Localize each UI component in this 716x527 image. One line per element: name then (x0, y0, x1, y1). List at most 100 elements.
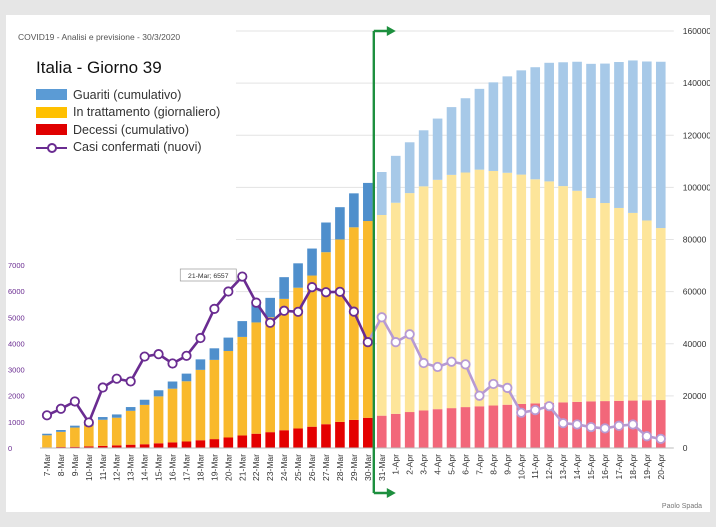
chart-panel: 0 20000 40000 60000 80000 100000 120000 140000 1… (6, 15, 710, 512)
recovered-bar (279, 277, 289, 299)
recovered-bar (349, 193, 359, 228)
cases-point (97, 382, 108, 393)
cases-point (474, 390, 485, 401)
treatment-bar (125, 410, 136, 445)
recovered-bar (70, 425, 80, 428)
right-axis-tick-label: 100000 (683, 182, 710, 192)
treatment-bar (586, 198, 596, 402)
cases-point (558, 418, 569, 429)
cases-point (167, 358, 178, 369)
recovered-bar (321, 222, 331, 253)
legend-item-treatment: In trattamento (giornaliero) (36, 104, 220, 122)
recovered-bar (404, 142, 415, 194)
x-tick-label: 16-Mar (168, 454, 178, 481)
legend-swatch-cases (36, 142, 67, 153)
treatment-bar (181, 381, 192, 442)
treatment-bar (628, 212, 638, 401)
x-tick-label: 8-Apr (488, 454, 498, 475)
recovered-bar (516, 70, 527, 175)
x-tick-label: 29-Mar (349, 454, 359, 481)
deaths-bar (293, 428, 303, 448)
recovered-bar (390, 155, 401, 203)
x-tick-label: 9-Apr (502, 454, 512, 475)
cases-point (655, 433, 666, 444)
cases-point (41, 410, 53, 421)
recovered-bar (642, 61, 652, 221)
legend-item-cases: Casi confermati (nuovi) (36, 139, 220, 157)
treatment-bar (97, 419, 108, 446)
left-axis-tick-label: 7000 (8, 261, 25, 270)
x-tick-label: 14-Mar (140, 454, 150, 481)
cases-point (265, 317, 276, 328)
recovered-bar (42, 433, 52, 436)
x-tick-label: 7-Mar (42, 454, 52, 476)
x-tick-label: 15-Apr (586, 454, 596, 480)
x-tick-label: 17-Apr (614, 454, 624, 480)
treatment-bar (558, 186, 568, 403)
deaths-bar (279, 430, 289, 448)
treatment-bar (600, 203, 610, 402)
deaths-bar (390, 413, 401, 448)
treatment-bar (237, 336, 248, 436)
deaths-bar (195, 440, 206, 448)
legend: Guariti (cumulativo) In trattamento (gio… (36, 86, 220, 156)
treatment-bar (209, 359, 220, 440)
cases-point (334, 286, 346, 297)
recovered-bar (209, 348, 220, 360)
x-tick-label: 13-Apr (558, 454, 568, 480)
recovered-bar (600, 63, 610, 204)
cases-point (153, 349, 164, 360)
recovered-bar (335, 207, 345, 240)
left-axis-tick-label: 1000 (8, 418, 25, 427)
legend-label-treatment: In trattamento (giornaliero) (73, 105, 221, 120)
x-tick-label: 13-Mar (126, 454, 136, 481)
cases-line (46, 274, 370, 426)
deaths-bar (502, 404, 513, 448)
x-tick-label: 30-Mar (363, 454, 373, 481)
deaths-bar (516, 403, 527, 448)
cases-point (181, 350, 192, 361)
cases-point (641, 431, 652, 442)
treatment-bar (502, 172, 513, 405)
credit: Paolo Spada (661, 503, 702, 510)
treatment-bar (153, 396, 164, 444)
recovered-bar (446, 107, 457, 175)
treatment-bar (307, 275, 317, 427)
treatment-bar (251, 322, 262, 434)
right-axis-tick-label: 40000 (683, 339, 707, 349)
cases-point (55, 403, 67, 414)
cases-point (320, 287, 332, 298)
recovered-bar (237, 321, 248, 337)
left-axis-tick-label: 5000 (8, 313, 25, 322)
treatment-bar (572, 190, 582, 402)
chart-title: Italia - Giorno 39 (36, 58, 162, 77)
cases-point (362, 337, 373, 348)
cases-point (139, 351, 150, 362)
treatment-bar (544, 181, 554, 403)
treatment-bar (167, 388, 178, 443)
legend-swatch-recovered (36, 89, 67, 101)
left-axis-tick-label: 4000 (8, 339, 25, 348)
cases-point (209, 303, 220, 314)
cases-point (502, 382, 513, 393)
x-tick-label: 28-Mar (335, 454, 345, 481)
recovered-bar (558, 62, 568, 187)
deaths-bar (209, 439, 220, 448)
recovered-bar (628, 60, 638, 213)
right-axis-tick-label: 20000 (683, 391, 707, 401)
left-axis-tick-label: 6000 (8, 287, 25, 296)
right-axis-tick-label: 120000 (683, 130, 710, 140)
recovered-bar (223, 337, 234, 351)
deaths-bar (111, 445, 122, 448)
cases-point (83, 417, 94, 428)
deaths-bar (84, 446, 94, 448)
recovered-bar (432, 118, 443, 180)
recovered-bar (502, 76, 513, 173)
treatment-bar (223, 350, 234, 438)
cases-point (544, 401, 555, 412)
treatment-bar (335, 239, 345, 422)
deaths-bar (349, 419, 359, 448)
treatment-bar (530, 179, 541, 404)
x-tick-label: 22-Mar (251, 454, 261, 481)
recovered-bar (460, 98, 471, 173)
